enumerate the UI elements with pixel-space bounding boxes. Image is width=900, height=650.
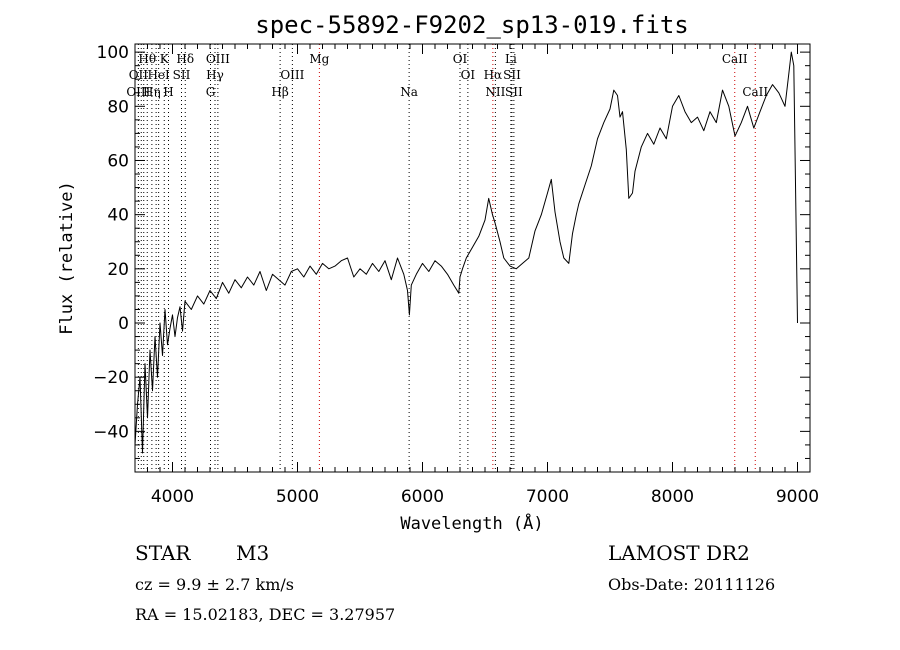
object-subclass: M3: [236, 541, 270, 565]
spectral-line-label: Hη: [143, 85, 161, 99]
y-axis-ticks: −40 −20 0 20 40 60 80 100: [93, 43, 810, 459]
spectral-line-label: OIII: [126, 85, 150, 99]
y-axis-label: Flux (relative): [57, 181, 77, 335]
spectral-line-label: OII: [129, 68, 149, 82]
y-tick-label: −40: [93, 422, 129, 442]
spectral-line-label: Na: [400, 85, 418, 99]
x-tick-label: 5000: [276, 487, 319, 507]
y-tick-label: 0: [118, 314, 129, 334]
x-tick-label: 8000: [651, 487, 694, 507]
survey-name: LAMOST DR2: [608, 541, 750, 565]
spectral-line-label: NII: [485, 85, 505, 99]
x-axis-label: Wavelength (Å): [400, 512, 543, 534]
spectral-line-label: CaII: [742, 85, 768, 99]
x-tick-label: 7000: [526, 487, 569, 507]
plot-frame: [134, 43, 811, 473]
spectral-line-label: OI: [461, 68, 476, 82]
spectral-line-label: Hγ: [206, 68, 224, 82]
spectral-line-label: Li: [505, 52, 517, 66]
spectral-line-label: SII: [173, 68, 191, 82]
spectral-line-label: SII: [503, 68, 521, 82]
spectral-line-label: Mg: [309, 52, 329, 66]
spectral-line-label: K: [160, 52, 170, 66]
y-tick-label: 20: [107, 260, 129, 280]
spectral-line-label: Hβ: [271, 85, 288, 99]
spectral-line-label: H: [163, 85, 173, 99]
y-tick-label: 100: [97, 43, 129, 63]
object-class: STAR: [135, 541, 191, 565]
x-axis-ticks: 4000 5000 6000 7000 8000 9000: [134, 44, 819, 507]
spectral-line-label: G: [206, 85, 216, 99]
x-tick-label: 4000: [151, 487, 194, 507]
x-tick-label: 9000: [776, 487, 819, 507]
spectral-line-label: OIII: [280, 68, 304, 82]
spectrum-series: [134, 51, 798, 454]
spectral-line-markers: [137, 44, 756, 472]
observation-date: Obs-Date: 20111126: [608, 575, 776, 594]
x-tick-label: 6000: [401, 487, 444, 507]
spectrum-line: [134, 51, 798, 454]
spectral-line-label: OI: [453, 52, 468, 66]
spectral-line-label: CaII: [722, 52, 748, 66]
redshift-velocity: cz = 9.9 ± 2.7 km/s: [135, 575, 294, 594]
spectral-line-label: Hδ: [176, 52, 194, 66]
chart-title: spec-55892-F9202_sp13-019.fits: [255, 11, 688, 39]
y-tick-label: 60: [107, 151, 129, 171]
y-tick-label: 80: [107, 97, 129, 117]
spectral-line-label: HeI: [147, 68, 170, 82]
y-tick-label: −20: [93, 368, 129, 388]
sky-coordinates: RA = 15.02183, DEC = 3.27957: [135, 605, 396, 624]
spectral-line-label: OIII: [206, 52, 230, 66]
y-tick-label: 40: [107, 206, 129, 226]
spectral-line-label: Hα: [484, 68, 503, 82]
spectral-line-label: Hθ: [138, 52, 156, 66]
spectral-line-label: SII: [505, 85, 523, 99]
